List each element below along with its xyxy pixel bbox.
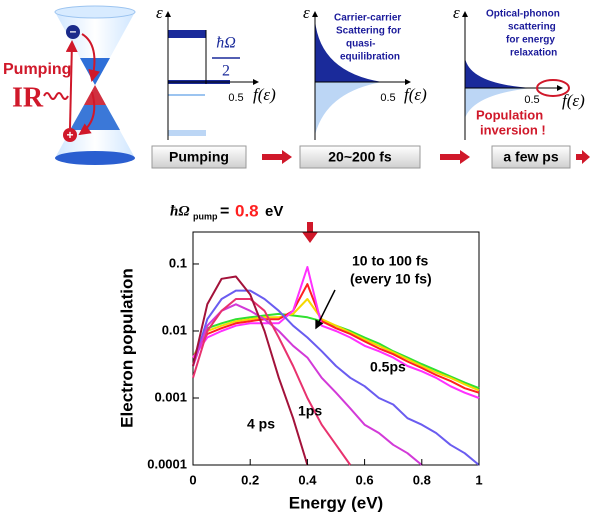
note: for energy [506, 35, 555, 46]
pump-symbol: ħΩ [170, 203, 190, 219]
x-tick-label: 0.5 [524, 94, 539, 106]
y-tick-label: 0.01 [162, 322, 187, 337]
note: quasi- [346, 39, 375, 50]
series-label: 1ps [298, 403, 322, 419]
y-axis-label: ε [303, 3, 310, 22]
series-line [192, 266, 480, 399]
x-tick-label: 0.5 [380, 92, 395, 104]
note: scattering [508, 22, 556, 33]
note: Scattering for [336, 26, 401, 37]
panel-phonon [462, 11, 570, 140]
caption: 20~200 fs [328, 149, 392, 165]
y-axis-label: ε [156, 3, 163, 22]
caption-box [299, 145, 421, 169]
annotation: 10 to 100 fs [352, 253, 428, 269]
panel-carrier [312, 11, 411, 140]
series-line [192, 289, 480, 466]
annotation: (every 10 fs) [350, 271, 432, 287]
gap-label: ħΩ [216, 35, 236, 52]
note: equilibration [340, 52, 400, 63]
note: Carrier-carrier [334, 13, 401, 24]
svg-text:+: + [66, 128, 73, 142]
series-line [192, 298, 480, 392]
x-tick-label: 0.5 [228, 92, 243, 104]
caption-box [151, 145, 247, 169]
x-axis-label: f(ε) [562, 91, 585, 110]
series-line [192, 303, 423, 466]
y-axis-title: Electron population [117, 268, 136, 428]
flow-arrows [262, 150, 590, 164]
plot-frame [192, 231, 480, 466]
pump-unit: eV [265, 203, 283, 220]
x-axis-title: Energy (eV) [289, 493, 383, 512]
annotation-arrow [315, 289, 336, 330]
series-line [192, 275, 309, 466]
pump-equals: = [220, 203, 229, 220]
dirac-cone: – + [43, 5, 136, 165]
alert: Population [476, 107, 543, 122]
x-axis-label: f(ε) [404, 85, 427, 104]
caption: Pumping [169, 149, 229, 165]
pump-value: 0.8 [235, 201, 259, 220]
x-tick-label: 1 [475, 472, 482, 487]
x-tick-label: 0.6 [356, 472, 374, 487]
note: relaxation [510, 48, 557, 59]
panel-pumping [165, 11, 259, 140]
x-tick-label: 0.8 [413, 472, 431, 487]
svg-text:–: – [70, 24, 77, 38]
series-label: 4 ps [247, 416, 275, 432]
pumping-label: Pumping [3, 61, 71, 78]
x-axis-label: f(ε) [253, 85, 276, 104]
y-axis-label: ε [453, 3, 460, 22]
caption: a few ps [503, 149, 558, 165]
caption-box [491, 145, 571, 169]
alert: inversion ! [480, 122, 546, 137]
x-tick-label: 0 [189, 472, 196, 487]
series-label: 0.5ps [370, 359, 406, 375]
gap-label: 2 [222, 63, 230, 80]
y-tick-label: 0.001 [154, 389, 187, 404]
pump-subscript: pump [193, 211, 218, 221]
ir-label: IR [12, 82, 44, 113]
y-tick-label: 0.1 [169, 255, 187, 270]
y-tick-label: 0.0001 [147, 456, 187, 471]
curves [192, 266, 480, 466]
x-tick-label: 0.2 [241, 472, 259, 487]
x-tick-label: 0.4 [298, 472, 317, 487]
series-line [192, 283, 480, 394]
series-line [192, 298, 352, 466]
note: Optical-phonon [486, 9, 560, 20]
